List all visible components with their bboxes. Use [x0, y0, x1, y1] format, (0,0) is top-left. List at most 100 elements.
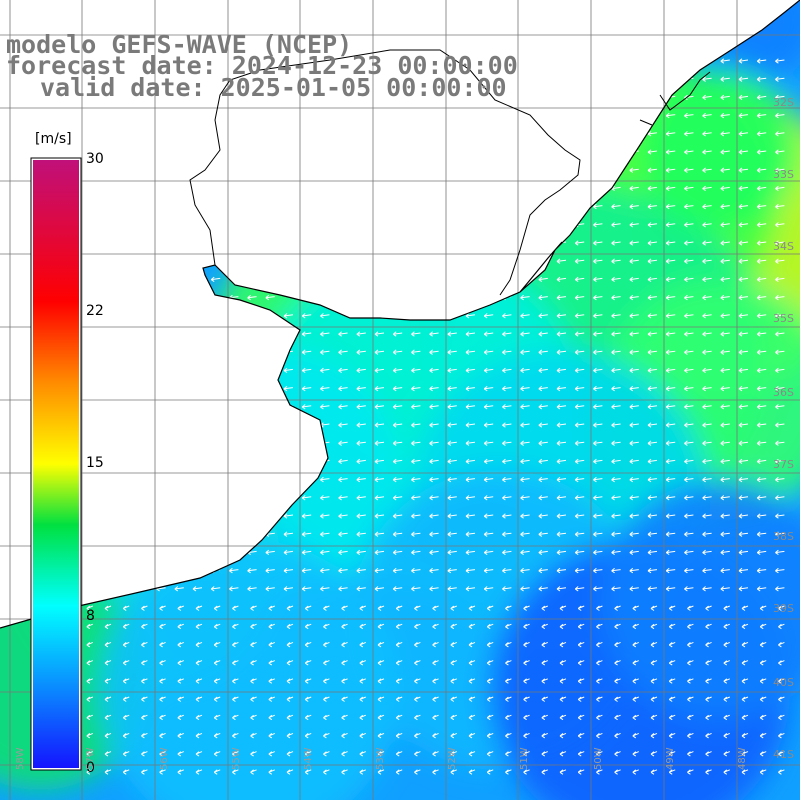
- wind-arrow: [632, 732, 639, 739]
- wind-arrow: [632, 751, 639, 757]
- wind-arrow: [741, 678, 749, 684]
- wind-arrow: [392, 367, 403, 374]
- wind-arrow: [505, 678, 512, 684]
- wind-arrow: [301, 495, 312, 501]
- wind-arrow: [341, 714, 348, 721]
- wind-arrow: [778, 660, 785, 666]
- wind-arrow: [392, 404, 403, 410]
- wind-arrow: [647, 531, 658, 537]
- wind-arrow: [559, 660, 567, 666]
- wind-arrow: [556, 476, 567, 483]
- wind-arrow: [611, 385, 621, 392]
- wind-arrow: [247, 567, 257, 574]
- wind-arrow: [429, 549, 439, 556]
- wind-arrow: [702, 440, 712, 446]
- wind-arrow: [538, 313, 548, 319]
- wind-arrow: [738, 294, 749, 301]
- wind-arrow: [356, 513, 366, 519]
- wind-arrow: [304, 732, 312, 739]
- wind-arrow: [304, 751, 312, 757]
- wind-arrow: [574, 367, 585, 374]
- lat-label-40s: 40S: [773, 676, 794, 689]
- wind-arrow: [450, 623, 457, 630]
- wind-arrow: [614, 714, 621, 721]
- wind-arrow: [702, 76, 712, 82]
- wind-arrow: [104, 769, 112, 775]
- wind-arrow: [374, 586, 385, 592]
- wind-arrow: [593, 294, 603, 301]
- wind-arrow: [684, 495, 694, 501]
- wind-arrow: [232, 605, 239, 611]
- wind-arrow: [520, 476, 530, 483]
- wind-arrow: [395, 732, 403, 739]
- wind-arrow: [593, 476, 603, 483]
- wind-arrow: [304, 641, 312, 648]
- wind-arrow: [574, 313, 585, 319]
- wind-arrow: [520, 549, 530, 556]
- wind-arrow: [502, 476, 512, 483]
- wind-arrow: [614, 732, 621, 739]
- wind-arrow: [756, 476, 767, 483]
- wind-arrow: [411, 349, 421, 355]
- wind-arrow: [723, 605, 730, 611]
- wind-arrow: [756, 240, 767, 246]
- wind-arrow: [629, 586, 639, 592]
- wind-arrow: [759, 660, 767, 666]
- wind-arrow: [611, 313, 621, 319]
- wind-arrow: [268, 678, 275, 684]
- wind-arrow: [632, 623, 639, 630]
- wind-arrow: [283, 313, 294, 319]
- wind-arrow: [756, 367, 767, 374]
- wind-arrow: [756, 203, 767, 210]
- wind-arrow: [668, 678, 676, 684]
- wind-arrow: [559, 769, 567, 775]
- wind-arrow: [720, 476, 730, 483]
- wind-arrow: [195, 732, 203, 739]
- wind-arrow: [756, 258, 767, 264]
- wind-arrow: [159, 641, 166, 648]
- wind-arrow: [177, 660, 184, 666]
- wind-arrow: [611, 240, 621, 246]
- wind-arrow: [574, 567, 585, 574]
- wind-arrow: [556, 422, 567, 428]
- wind-arrow: [738, 76, 749, 82]
- wind-arrow: [775, 531, 785, 537]
- wind-arrow: [447, 567, 457, 574]
- wind-arrow: [650, 714, 658, 721]
- wind-arrow: [429, 331, 439, 337]
- wind-arrow: [593, 385, 603, 392]
- wind-arrow: [122, 732, 130, 739]
- wind-arrow: [720, 458, 730, 465]
- wind-arrow: [177, 696, 184, 702]
- wind-arrow: [538, 385, 548, 392]
- wind-arrow: [505, 623, 512, 630]
- wind-arrow: [505, 641, 512, 648]
- wind-arrow: [702, 458, 712, 465]
- wind-arrow: [338, 513, 348, 519]
- wind-arrow: [775, 149, 785, 155]
- wind-arrow: [738, 203, 749, 210]
- wind-arrow: [684, 131, 694, 137]
- wind-arrow: [702, 404, 712, 410]
- wind-arrow: [104, 714, 112, 721]
- wind-arrow: [741, 623, 749, 630]
- wind-arrow: [614, 605, 621, 611]
- wind-arrow: [523, 678, 530, 684]
- wind-arrow: [483, 586, 494, 592]
- wind-arrow: [301, 586, 312, 592]
- lon-label-54w: 54W: [303, 747, 314, 770]
- wind-arrow: [702, 367, 712, 374]
- wind-arrow: [629, 276, 639, 283]
- wind-arrow: [593, 222, 603, 228]
- wind-arrow: [720, 440, 730, 446]
- wind-arrow: [775, 131, 785, 137]
- wind-arrow: [359, 641, 366, 648]
- wind-arrow: [356, 385, 366, 392]
- wind-arrow: [702, 349, 712, 355]
- wind-arrow: [104, 732, 112, 739]
- wind-arrow: [647, 458, 658, 465]
- lon-label-57w: 57W: [85, 747, 96, 770]
- wind-arrow: [611, 476, 621, 483]
- wind-arrow: [341, 660, 348, 666]
- wind-arrow: [323, 605, 330, 611]
